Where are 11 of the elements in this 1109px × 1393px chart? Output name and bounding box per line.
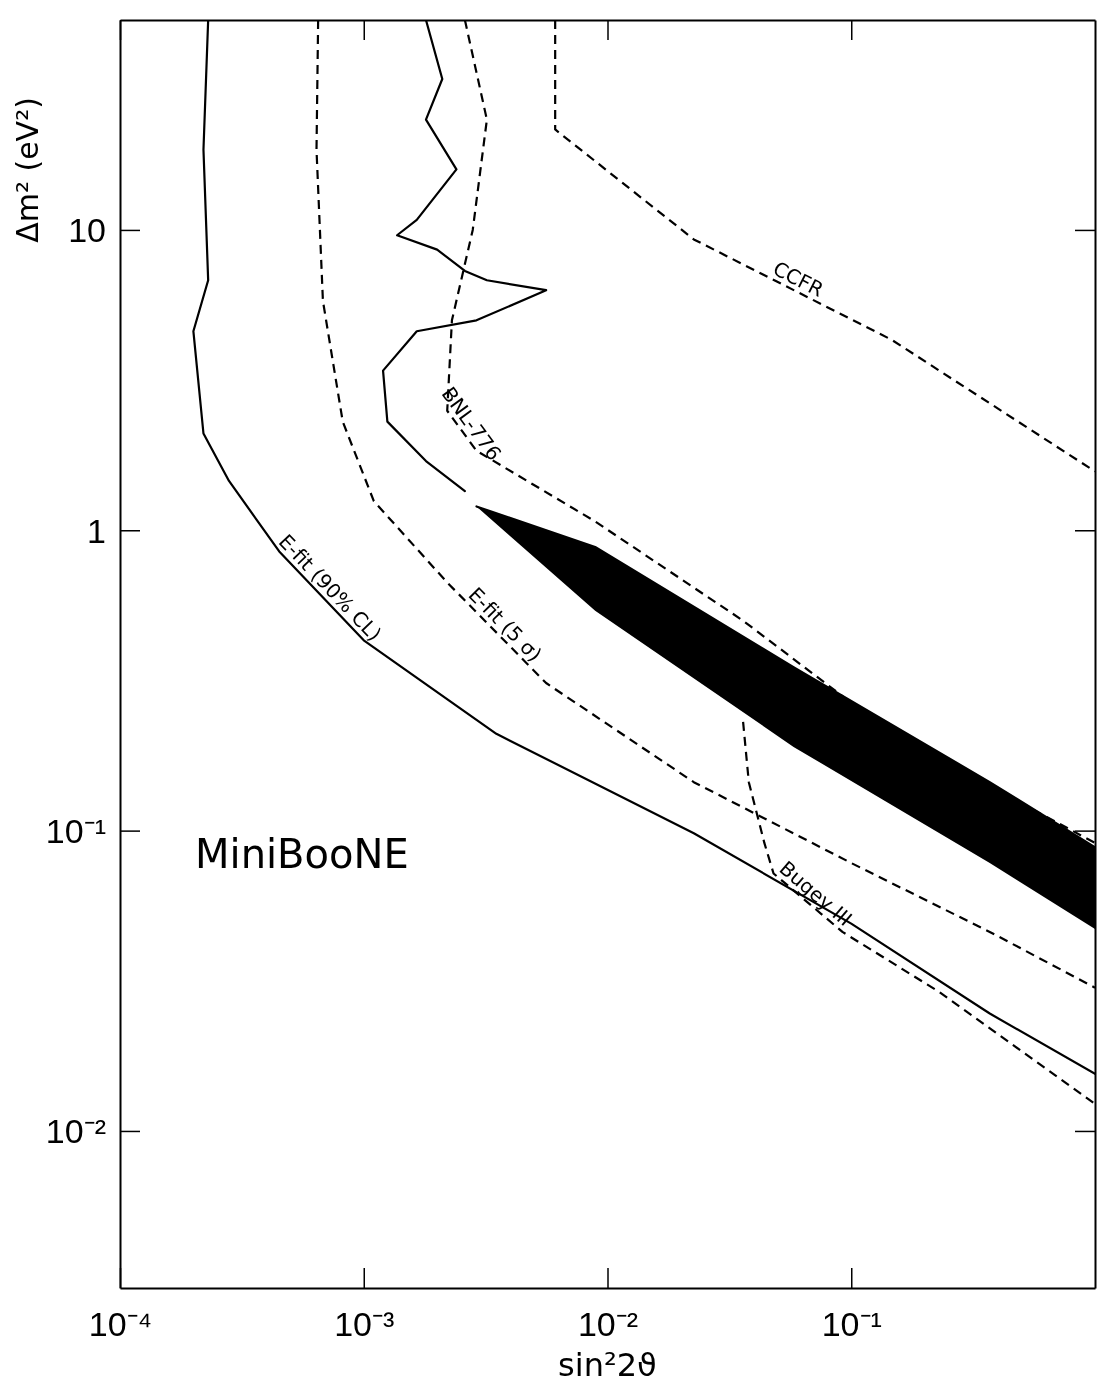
y-tick-label: 1: [87, 511, 106, 550]
y-tick-label: 10⁻¹: [45, 812, 106, 851]
y-tick-label: 10: [68, 211, 106, 250]
x-tick-label: 10⁻⁴: [88, 1305, 153, 1343]
x-tick-label: 10⁻³: [334, 1305, 395, 1343]
x-axis-title: sin²2ϑ: [558, 1346, 657, 1384]
y-tick-label: 10⁻²: [45, 1112, 106, 1151]
x-tick-label: 10⁻¹: [821, 1305, 882, 1343]
annotation: MiniBooNE: [195, 831, 409, 877]
y-axis-title: Δm² (eV²): [10, 97, 45, 243]
x-tick-label: 10⁻²: [577, 1305, 639, 1343]
